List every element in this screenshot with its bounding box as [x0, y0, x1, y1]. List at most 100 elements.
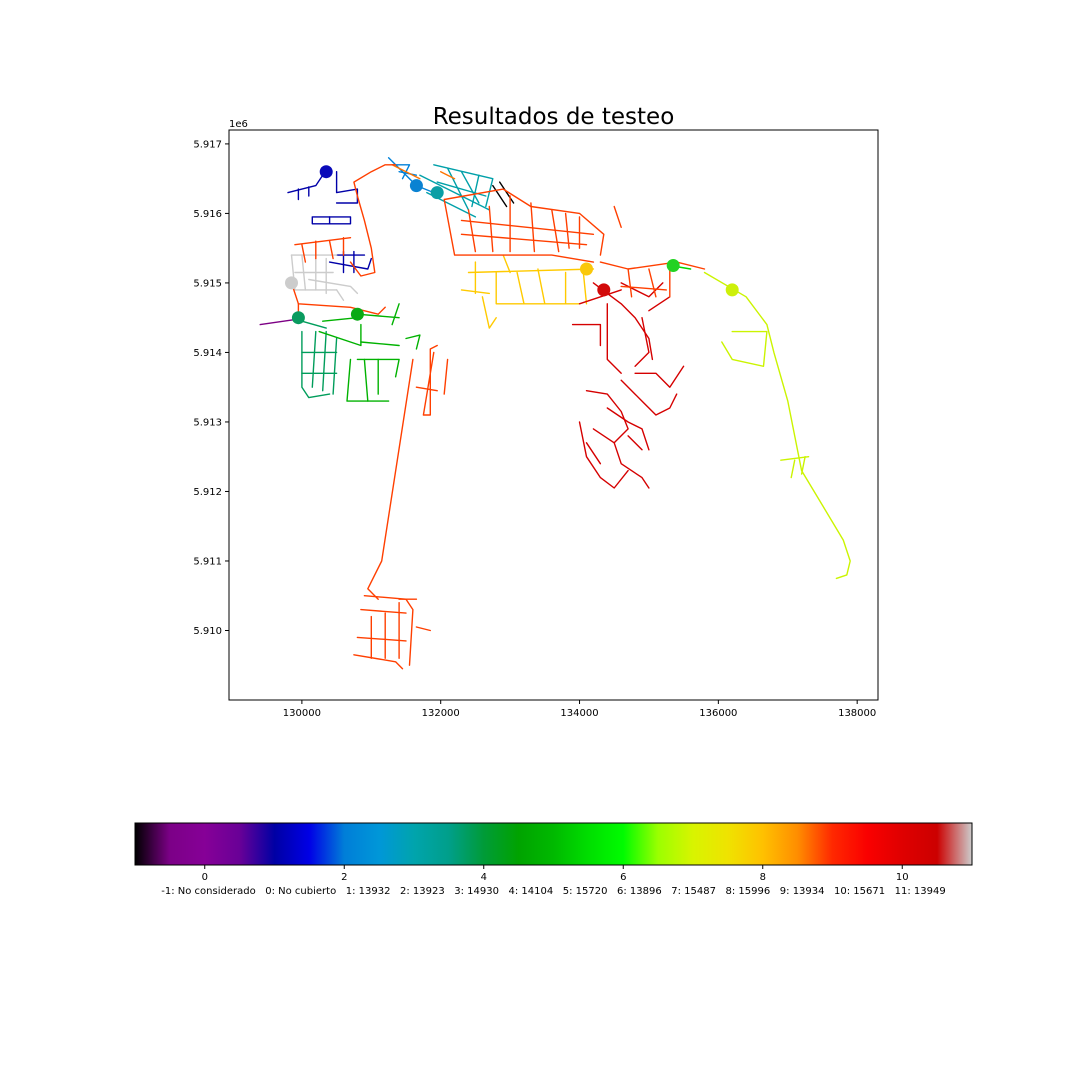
network-segment [356, 358, 400, 378]
network-segment [780, 456, 810, 461]
source-marker-class-8 [580, 262, 593, 276]
network-segment [585, 442, 602, 465]
network-segment [322, 330, 327, 392]
map-layer [259, 157, 851, 670]
y-tick-label: 5.912 [193, 487, 222, 498]
network-segment [495, 271, 581, 305]
network-segment [599, 261, 706, 270]
network-segment [349, 195, 376, 277]
colorbar-tick-label: 0 [202, 872, 208, 883]
y-tick-label: 5.917 [193, 139, 222, 150]
colorbar-tick-label: 8 [760, 872, 766, 883]
network-segment [415, 626, 431, 632]
network-class-9 [290, 164, 706, 670]
x-tick-label: 130000 [283, 708, 321, 719]
network-segment [391, 303, 400, 326]
network-segment [648, 268, 657, 298]
marker-layer [285, 165, 739, 325]
network-segment [537, 268, 546, 305]
network-segment [443, 358, 449, 395]
network-segment [790, 459, 796, 479]
x-tick-label: 136000 [699, 708, 737, 719]
network-segment [620, 285, 667, 291]
network-segment [443, 198, 595, 263]
network-segment [433, 164, 494, 208]
network-segment [328, 240, 334, 260]
network-segment [322, 317, 359, 322]
colorbar-tick-label: 10 [896, 872, 909, 883]
y-axis: 5.910 5.911 5.912 5.913 5.914 5.915 5.916 5.917 [193, 139, 229, 637]
network-segment [356, 313, 400, 319]
network-segment [415, 386, 438, 392]
network-segment [627, 268, 633, 298]
network-segment [613, 205, 622, 229]
x-tick-label: 132000 [422, 708, 460, 719]
network-segment [391, 164, 421, 180]
network-class-1 [287, 170, 372, 274]
colorbar-caption: -1: No considerado 0: No cubierto 1: 139… [161, 886, 946, 897]
network-segment [460, 233, 588, 246]
chart-title: Resultados de testeo [433, 104, 675, 130]
network-segment [721, 330, 768, 367]
network-segment [259, 318, 300, 326]
colorbar-tick-label: 6 [620, 872, 626, 883]
network-class-7 [703, 271, 851, 580]
network-class-4 [301, 320, 338, 399]
y-offset-label: 1e6 [229, 119, 248, 130]
network-segment [440, 170, 456, 180]
network-segment [800, 456, 806, 475]
network-segment [460, 219, 595, 236]
network-segment [290, 254, 338, 291]
network-segment [311, 216, 352, 225]
network-segment [287, 174, 324, 194]
network-segment [443, 188, 605, 256]
network-segment [301, 243, 307, 263]
network-segment [634, 317, 650, 367]
network-segment [367, 358, 414, 600]
network-segment [311, 330, 317, 388]
network-segment [648, 296, 671, 312]
network-segment [308, 278, 359, 295]
network-segment [460, 170, 480, 204]
colorbar-tick-label: 2 [341, 872, 347, 883]
network-segment [634, 365, 685, 388]
network-segment [346, 358, 390, 402]
network-segment [318, 323, 362, 347]
network-segment [353, 164, 397, 197]
network-class-3 [419, 164, 494, 218]
network-segment [578, 289, 622, 305]
network-segment [391, 164, 411, 180]
network-segment [467, 268, 595, 274]
network-segment [419, 174, 490, 211]
y-tick-label: 5.914 [193, 348, 222, 359]
network-segment [606, 407, 650, 451]
network-segment [332, 337, 338, 395]
source-marker-class-5 [350, 307, 364, 321]
y-tick-label: 5.911 [193, 556, 222, 567]
network-segment [492, 184, 508, 208]
network-segment [363, 595, 414, 666]
network-segment [335, 170, 359, 204]
plot-frame [228, 129, 879, 701]
colorbar [134, 822, 973, 866]
network-segment [405, 334, 421, 350]
network-segment [398, 170, 418, 176]
network-segment [516, 271, 525, 305]
source-marker-class-3 [430, 186, 444, 200]
network-segment [585, 390, 650, 489]
network-segment [620, 379, 678, 416]
x-axis: 130000 132000 134000 136000 138000 [283, 700, 876, 719]
network-segment [360, 341, 400, 347]
network-segment [571, 323, 602, 347]
network-segment [446, 167, 470, 211]
source-marker-class-11 [285, 276, 298, 290]
network-class-9 [391, 164, 456, 180]
network-class-10 [571, 282, 685, 489]
y-tick-label: 5.916 [193, 209, 222, 220]
source-marker-class-1 [319, 165, 333, 179]
network-class-11 [290, 254, 359, 301]
source-marker-class-2 [409, 179, 423, 193]
network-segment [703, 271, 851, 580]
network-segment [467, 209, 477, 253]
